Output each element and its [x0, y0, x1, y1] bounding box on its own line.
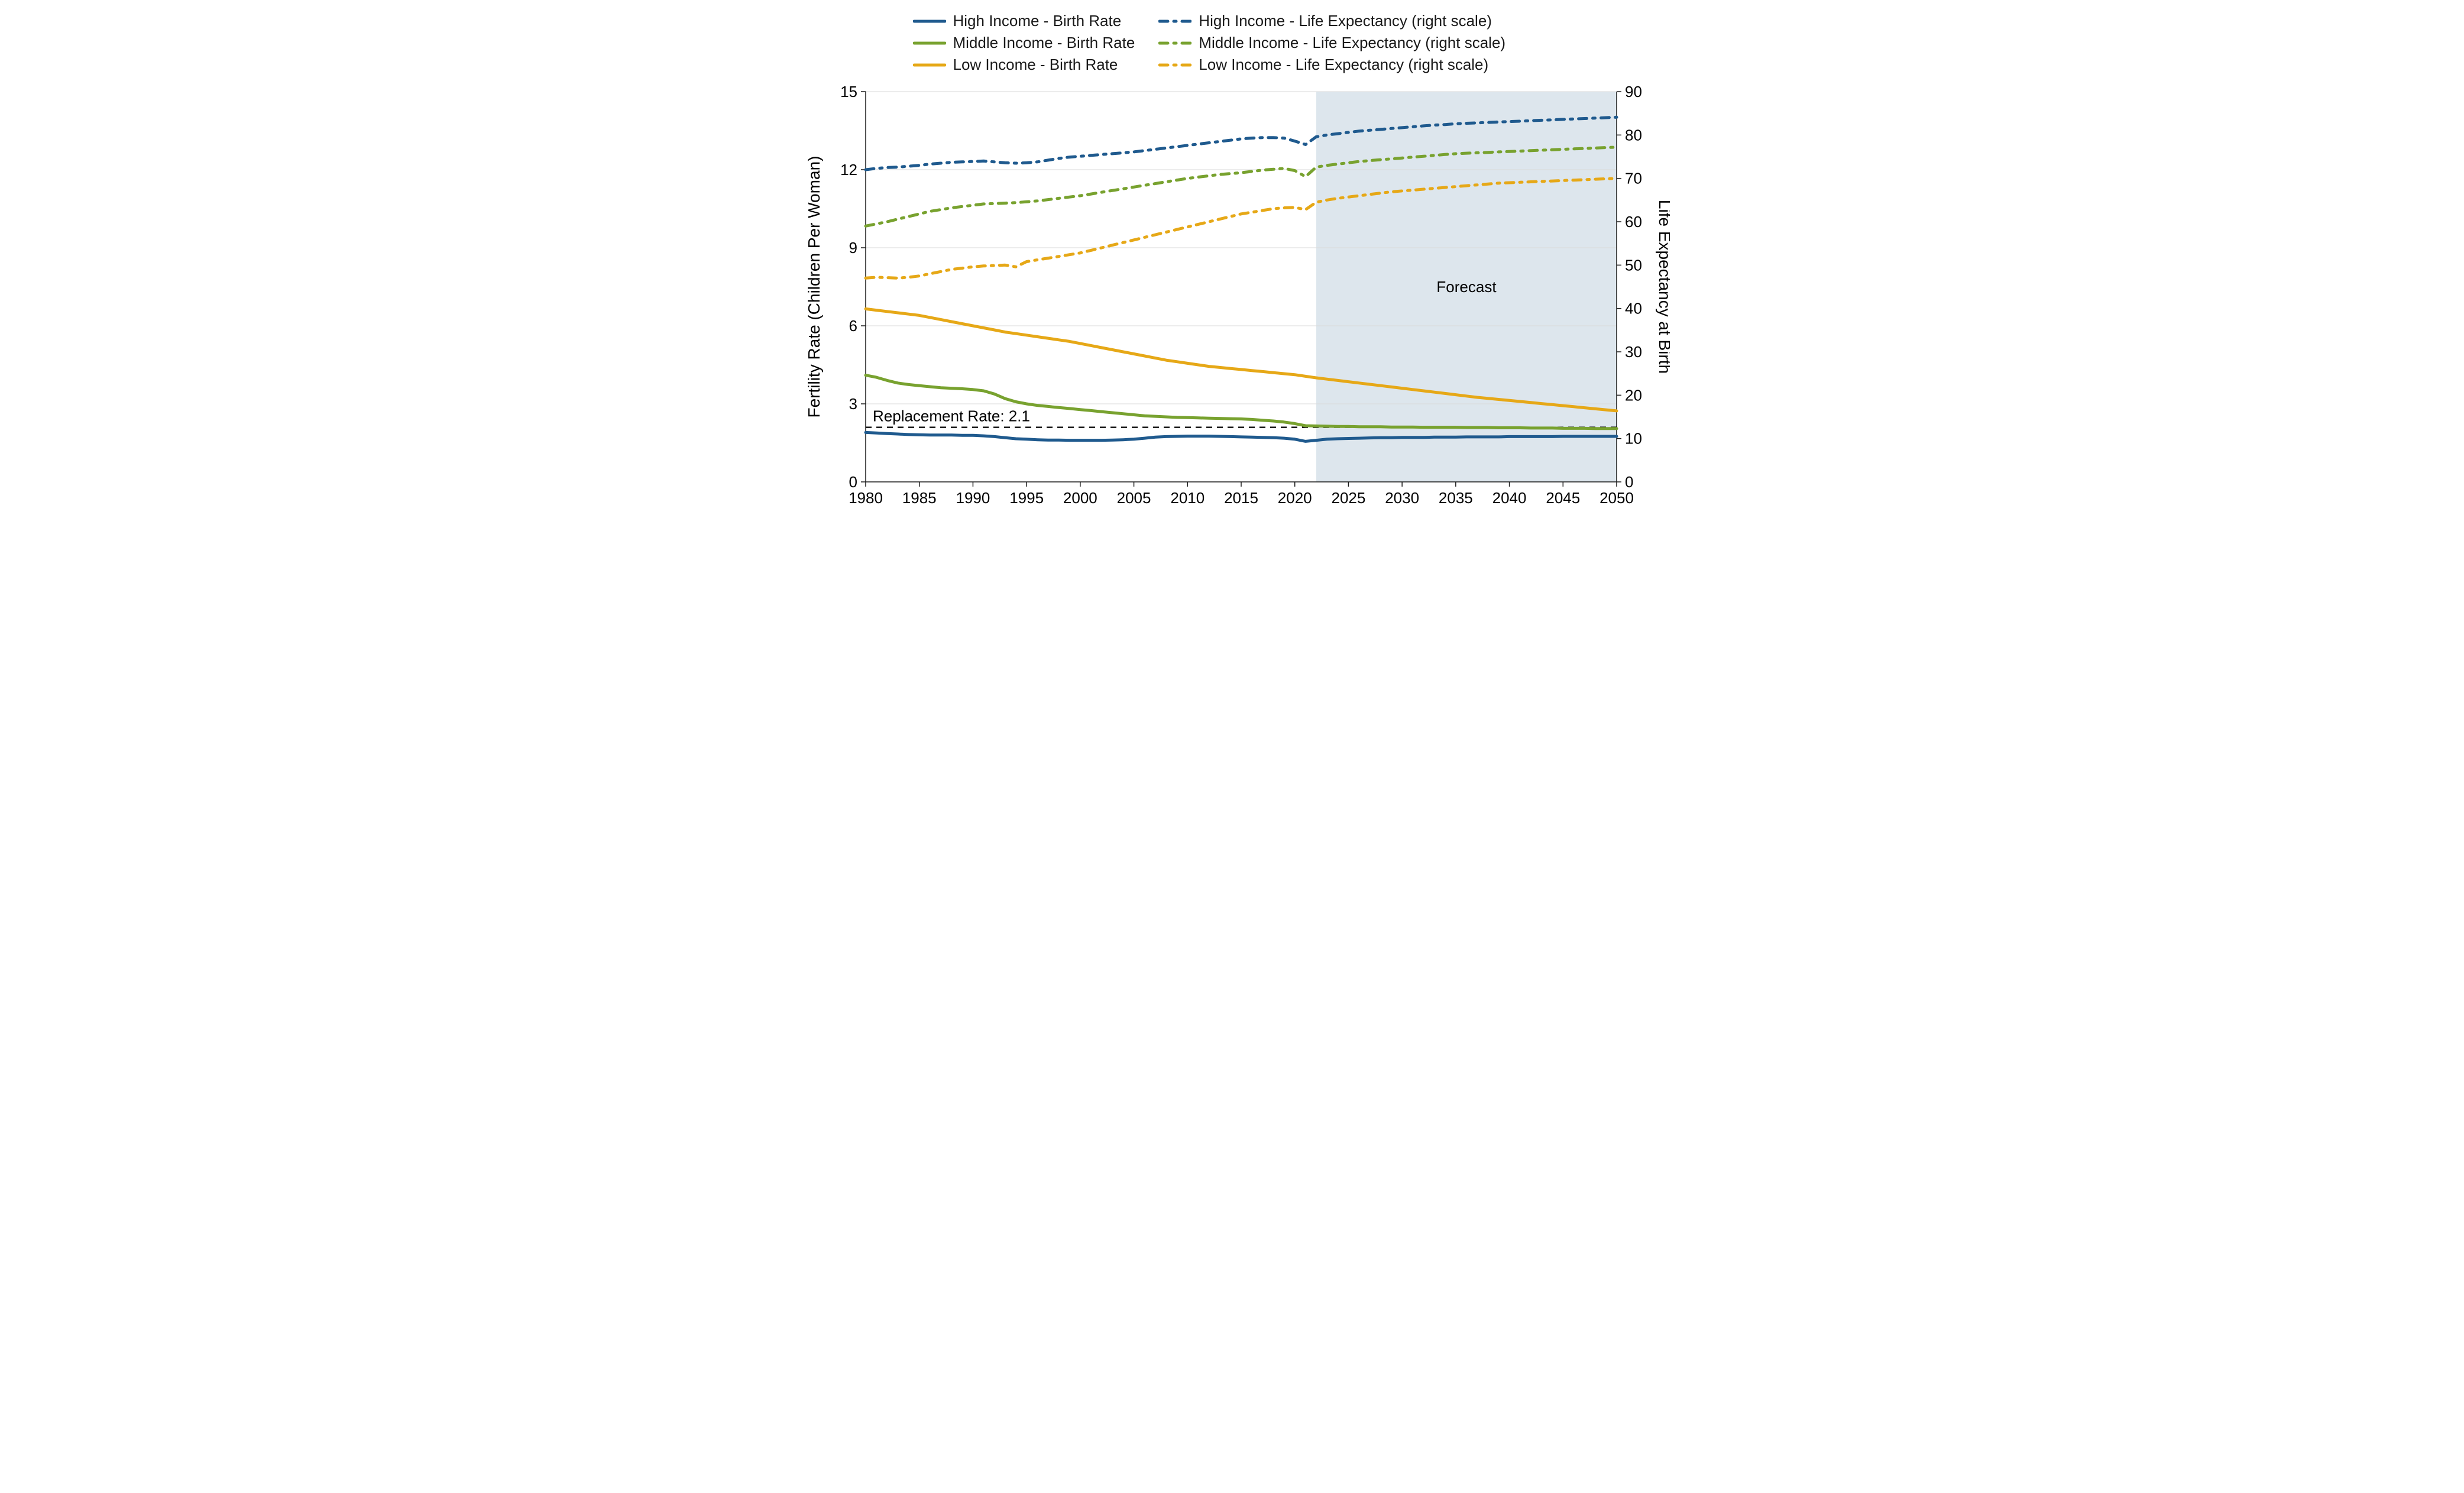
x-tick-label: 2035 [1438, 489, 1472, 507]
y-right-tick-label: 10 [1625, 430, 1642, 448]
x-tick-label: 2000 [1063, 489, 1097, 507]
legend-label-high_birth: High Income - Birth Rate [953, 12, 1122, 30]
legend-label-low_life: Low Income - Life Expectancy (right scal… [1199, 56, 1488, 74]
y-right-tick-label: 40 [1625, 300, 1642, 318]
x-tick-label: 2050 [1600, 489, 1634, 507]
legend-label-middle_life: Middle Income - Life Expectancy (right s… [1199, 34, 1505, 52]
x-tick-label: 2015 [1224, 489, 1258, 507]
legend-swatch-middle_birth [913, 37, 946, 49]
y-right-tick-label: 0 [1625, 473, 1633, 491]
y-right-tick-label: 90 [1625, 83, 1642, 101]
x-tick-label: 2045 [1546, 489, 1580, 507]
x-tick-label: 2030 [1385, 489, 1419, 507]
y-left-label: Fertility Rate (Children Per Woman) [805, 156, 823, 418]
y-right-tick-label: 30 [1625, 343, 1642, 361]
legend-label-middle_birth: Middle Income - Birth Rate [953, 34, 1135, 52]
legend-swatch-high_birth [913, 15, 946, 27]
y-left-tick-label: 3 [849, 395, 857, 413]
x-tick-label: 2010 [1170, 489, 1205, 507]
y-left-tick-label: 15 [840, 83, 857, 101]
legend-item-low_life: Low Income - Life Expectancy (right scal… [1158, 56, 1505, 74]
legend-swatch-middle_life [1158, 37, 1191, 49]
legend-label-low_birth: Low Income - Birth Rate [953, 56, 1118, 74]
y-right-tick-label: 50 [1625, 256, 1642, 274]
y-right-label: Life Expectancy at Birth [1656, 200, 1670, 374]
legend-item-middle_birth: Middle Income - Birth Rate [913, 34, 1135, 52]
legend-swatch-low_life [1158, 59, 1191, 71]
legend-label-high_life: High Income - Life Expectancy (right sca… [1199, 12, 1492, 30]
x-tick-label: 1990 [956, 489, 990, 507]
y-right-tick-label: 60 [1625, 213, 1642, 231]
forecast-label: Forecast [1436, 278, 1497, 296]
legend-swatch-low_birth [913, 59, 946, 71]
x-tick-label: 2040 [1492, 489, 1526, 507]
legend: High Income - Birth Rate High Income - Li… [795, 0, 1670, 80]
x-tick-label: 1980 [849, 489, 883, 507]
legend-item-middle_life: Middle Income - Life Expectancy (right s… [1158, 34, 1505, 52]
legend-item-high_life: High Income - Life Expectancy (right sca… [1158, 12, 1505, 30]
x-tick-label: 1985 [902, 489, 936, 507]
x-tick-label: 2005 [1116, 489, 1151, 507]
y-left-tick-label: 0 [849, 473, 857, 491]
chart-svg: 1980198519901995200020052010201520202025… [795, 80, 1670, 529]
y-right-tick-label: 20 [1625, 386, 1642, 404]
y-left-tick-label: 9 [849, 239, 857, 257]
legend-swatch-high_life [1158, 15, 1191, 27]
y-right-tick-label: 70 [1625, 170, 1642, 187]
chart-container: High Income - Birth Rate High Income - Li… [795, 0, 1670, 529]
y-right-tick-label: 80 [1625, 126, 1642, 144]
y-left-tick-label: 12 [840, 161, 857, 179]
y-left-tick-label: 6 [849, 317, 857, 335]
replacement-rate-label: Replacement Rate: 2.1 [873, 407, 1030, 425]
legend-item-high_birth: High Income - Birth Rate [913, 12, 1135, 30]
x-tick-label: 2025 [1331, 489, 1365, 507]
legend-item-low_birth: Low Income - Birth Rate [913, 56, 1135, 74]
x-tick-label: 2020 [1277, 489, 1312, 507]
x-tick-label: 1995 [1009, 489, 1044, 507]
